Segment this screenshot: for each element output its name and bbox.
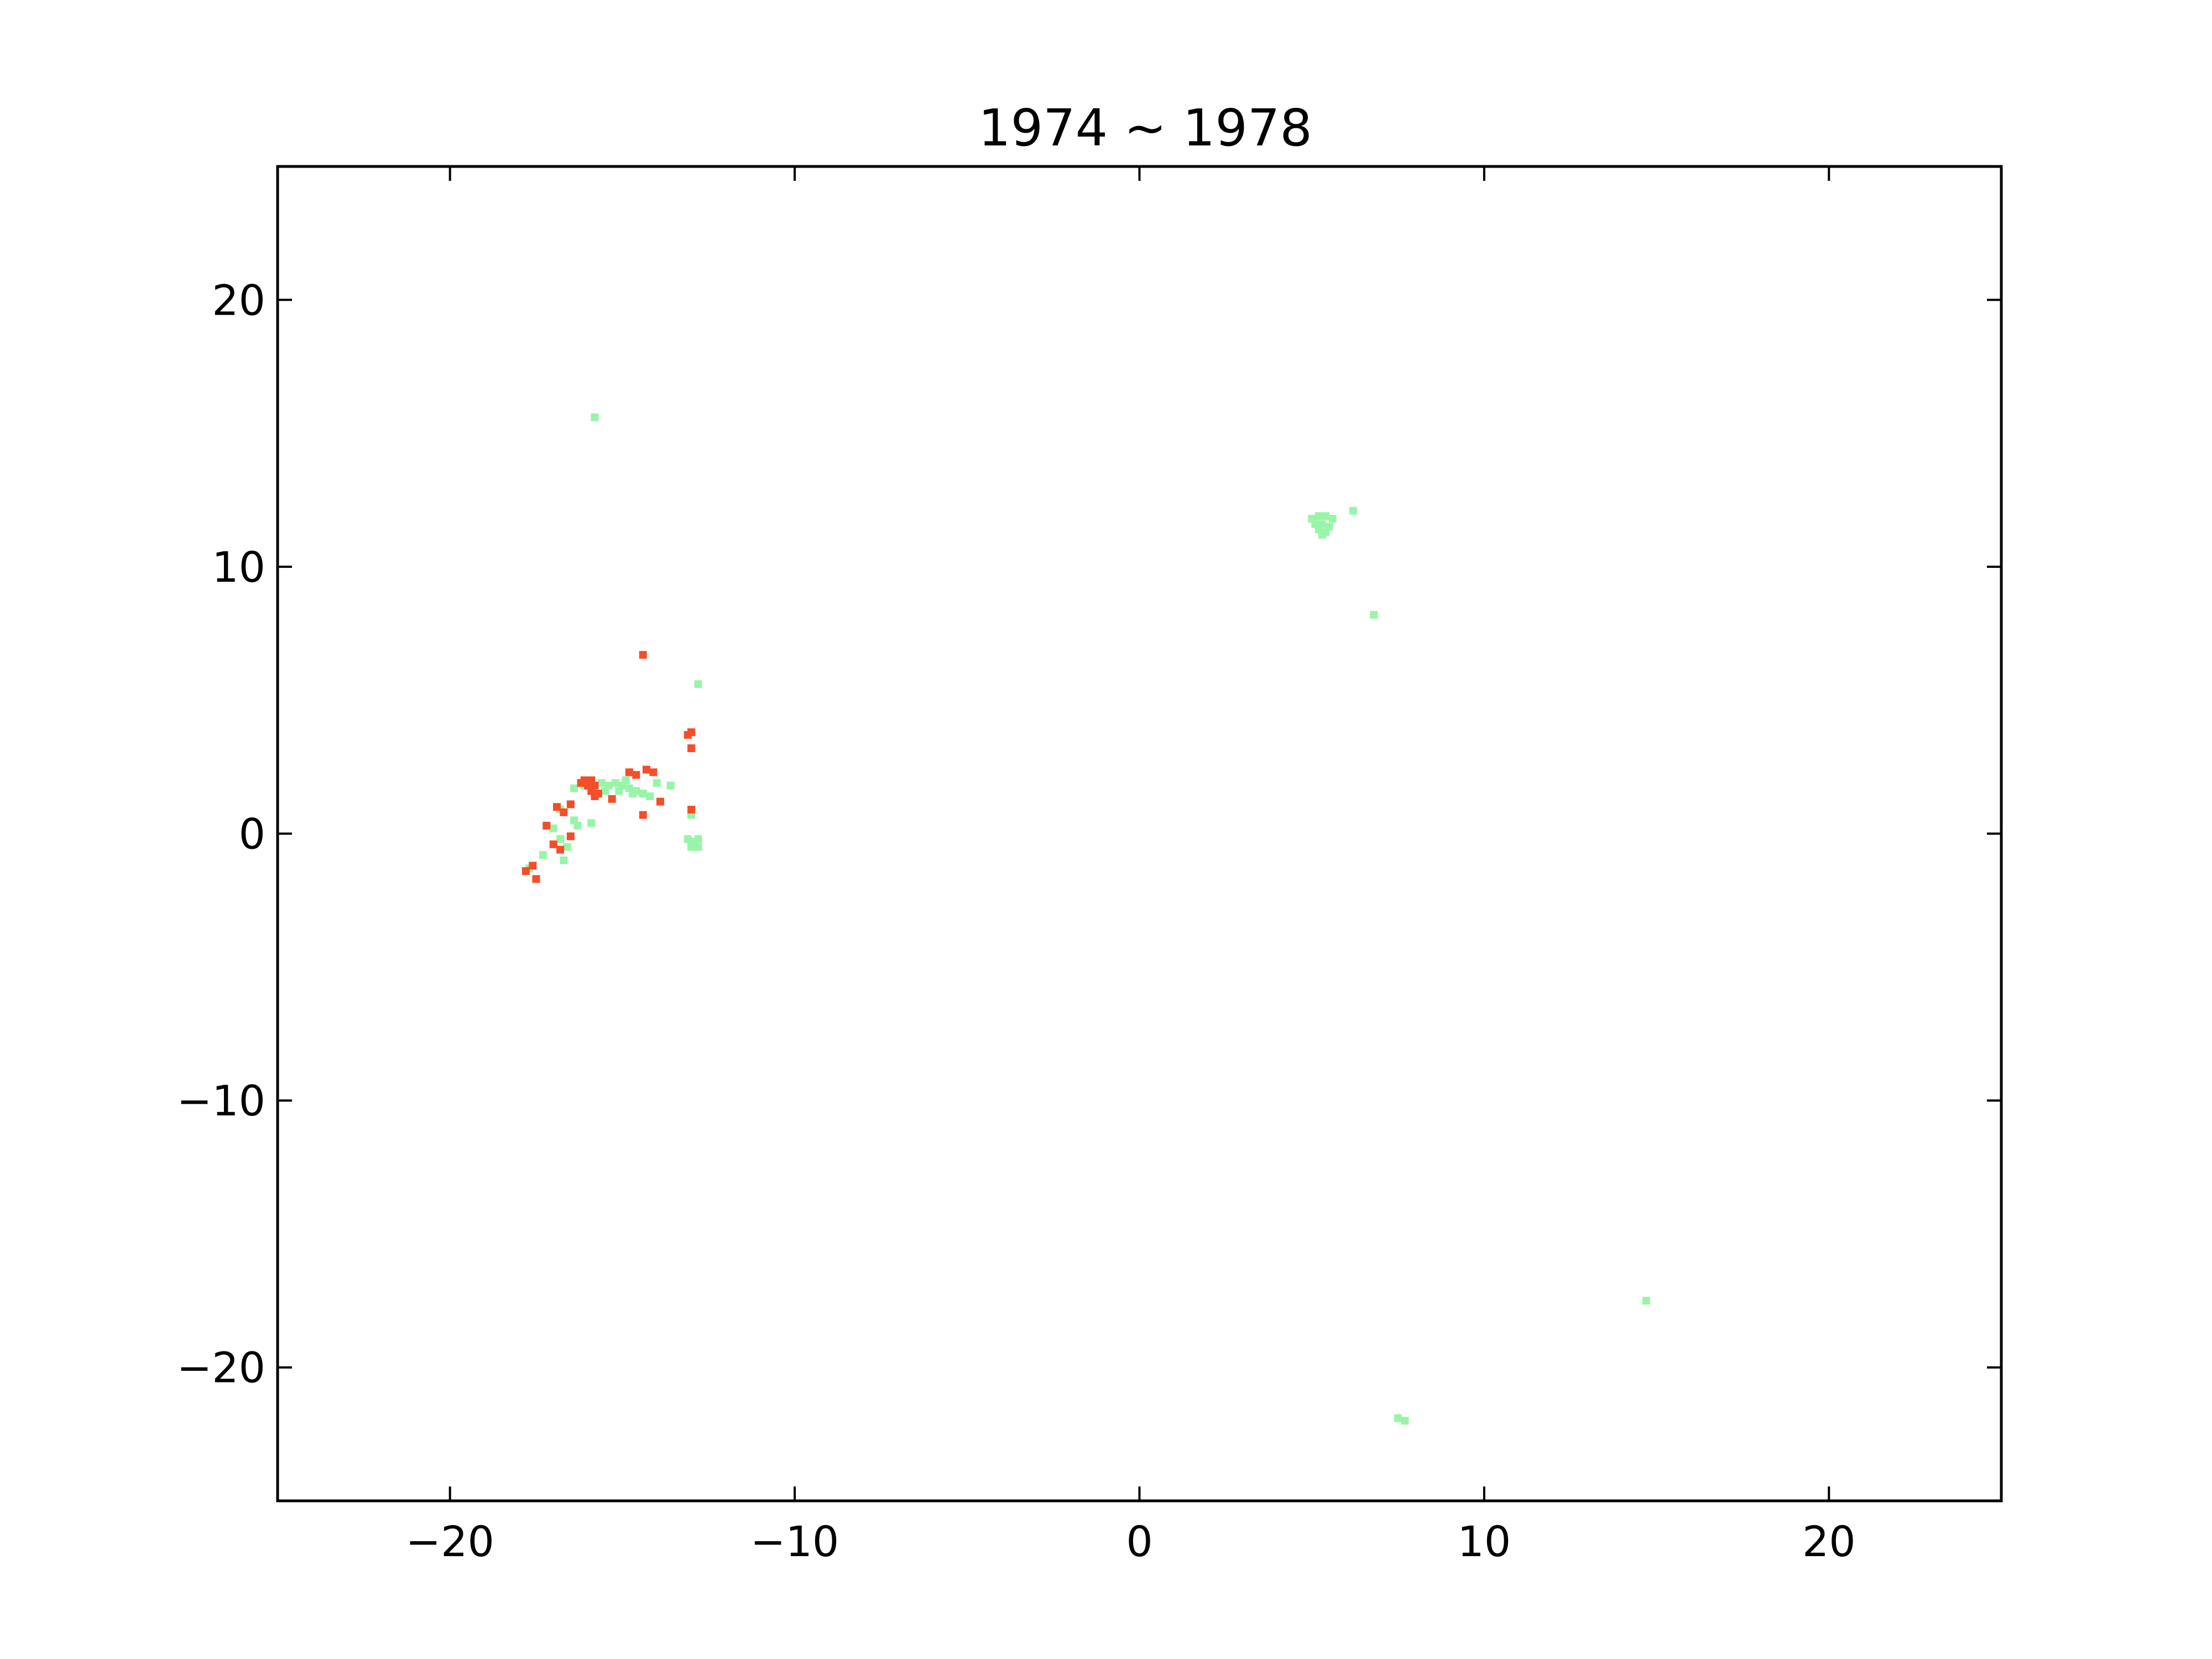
data-point — [532, 875, 540, 883]
data-point — [629, 790, 637, 798]
data-point — [608, 795, 616, 803]
data-point — [611, 779, 619, 787]
data-point — [639, 811, 647, 819]
data-points — [521, 413, 1650, 1425]
data-point — [560, 856, 568, 864]
data-point — [1394, 1414, 1402, 1422]
x-tick-label: 0 — [1126, 1517, 1152, 1566]
data-point — [591, 413, 599, 421]
data-point — [591, 792, 599, 800]
data-point — [1349, 507, 1357, 515]
data-point — [643, 765, 650, 774]
data-point — [549, 824, 557, 832]
data-point — [1322, 512, 1330, 520]
data-point — [598, 779, 606, 787]
data-point — [577, 779, 585, 787]
data-point — [549, 840, 557, 848]
data-point — [646, 792, 654, 800]
data-point — [529, 862, 537, 870]
data-point — [694, 835, 702, 843]
data-point — [1642, 1297, 1650, 1305]
plot-area-frame — [276, 165, 2003, 1503]
data-point — [566, 832, 575, 841]
x-tick-label: 10 — [1458, 1517, 1511, 1566]
data-point — [573, 822, 582, 830]
y-tick-label: −10 — [177, 1076, 265, 1125]
data-point — [556, 846, 565, 854]
data-point — [556, 835, 565, 843]
data-point — [687, 744, 696, 753]
y-tick-label: 20 — [212, 275, 265, 325]
x-tick-label: −20 — [406, 1517, 494, 1566]
data-point — [687, 806, 696, 814]
data-point — [560, 808, 568, 816]
data-point — [563, 843, 571, 851]
data-point — [539, 851, 547, 859]
data-point — [1328, 515, 1337, 523]
data-point — [1401, 1417, 1409, 1425]
data-point — [615, 787, 623, 795]
data-point — [687, 843, 696, 851]
data-point — [684, 731, 692, 739]
x-tick-label: −10 — [750, 1517, 839, 1566]
data-point — [587, 819, 596, 827]
data-point — [649, 768, 658, 776]
y-tick-label: −20 — [177, 1343, 265, 1392]
y-tick-label: 0 — [239, 810, 265, 859]
data-point — [553, 803, 561, 811]
chart-title: 1974 ~ 1978 — [978, 98, 1312, 158]
data-point — [625, 768, 633, 776]
data-point — [601, 787, 609, 795]
data-point — [694, 680, 702, 688]
data-point — [1318, 531, 1326, 539]
data-point — [666, 781, 675, 790]
data-point — [622, 776, 630, 784]
data-point — [521, 867, 530, 875]
data-point — [639, 651, 647, 659]
data-point — [570, 784, 578, 792]
data-point — [566, 800, 575, 808]
axis-ticks: −20 −10 0 10 20 −20 −10 0 10 20 — [177, 166, 2001, 1566]
data-point — [1370, 611, 1378, 619]
y-tick-label: 10 — [212, 542, 265, 592]
data-point — [1314, 512, 1323, 520]
data-point — [656, 797, 664, 806]
data-point — [632, 771, 640, 779]
data-point — [653, 779, 661, 787]
data-point — [639, 790, 647, 798]
x-tick-label: 20 — [1802, 1517, 1856, 1566]
data-point — [694, 843, 702, 851]
data-point — [542, 822, 551, 830]
